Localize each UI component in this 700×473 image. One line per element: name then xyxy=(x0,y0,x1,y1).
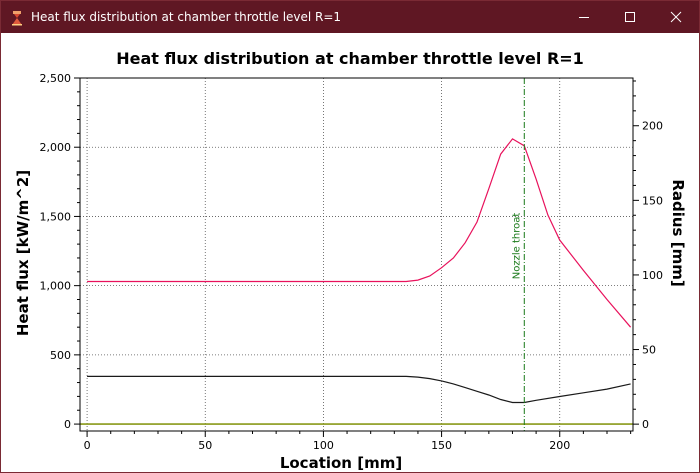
heat-flux-chart: Heat flux distribution at chamber thrott… xyxy=(1,33,699,472)
y-tick-label: 2,000 xyxy=(40,141,72,154)
axis-ticks: 0 50 100 150 200 0 500 1,000 1,500 2,000 2,500 0 50 1… xyxy=(40,72,664,452)
y2-tick-label: 150 xyxy=(642,194,663,207)
x-tick-label: 50 xyxy=(198,439,212,452)
y-tick-label: 2,500 xyxy=(40,72,72,85)
rocket-engine-icon xyxy=(12,11,22,26)
nozzle-throat-label: Nozzle throat xyxy=(511,213,522,280)
y-tick-label: 500 xyxy=(50,349,71,362)
x-tick-label: 100 xyxy=(313,439,334,452)
plot-frame xyxy=(79,77,634,432)
close-button[interactable] xyxy=(653,1,699,33)
x-tick-label: 150 xyxy=(431,439,452,452)
window-title: Heat flux distribution at chamber thrott… xyxy=(31,10,342,24)
y-tick-label: 1,000 xyxy=(40,280,72,293)
y-axis-label: Heat flux [kW/m^2] xyxy=(14,170,32,336)
radius-line xyxy=(87,375,631,404)
minimize-icon xyxy=(579,17,589,18)
chart-title: Heat flux distribution at chamber thrott… xyxy=(116,49,584,68)
x-axis-label: Location [mm] xyxy=(280,454,402,472)
plot-series: Nozzle throat xyxy=(80,78,633,431)
minimize-button[interactable] xyxy=(561,1,607,33)
close-icon xyxy=(670,11,682,23)
maximize-icon xyxy=(625,12,635,22)
y-tick-label: 1,500 xyxy=(40,210,72,223)
y-tick-label: 0 xyxy=(64,418,71,431)
chart-canvas: Heat flux distribution at chamber thrott… xyxy=(14,49,687,472)
x-tick-label: 0 xyxy=(84,439,91,452)
y2-tick-label: 100 xyxy=(642,269,663,282)
y2-axis-label: Radius [mm] xyxy=(669,179,687,286)
y2-tick-label: 50 xyxy=(642,344,656,357)
grid xyxy=(80,77,633,431)
y2-tick-label: 0 xyxy=(642,418,649,431)
heat-flux-line xyxy=(87,138,632,328)
title-bar[interactable]: Heat flux distribution at chamber thrott… xyxy=(1,1,699,33)
y2-tick-label: 200 xyxy=(642,120,663,133)
x-tick-label: 200 xyxy=(549,439,570,452)
maximize-button[interactable] xyxy=(607,1,653,33)
